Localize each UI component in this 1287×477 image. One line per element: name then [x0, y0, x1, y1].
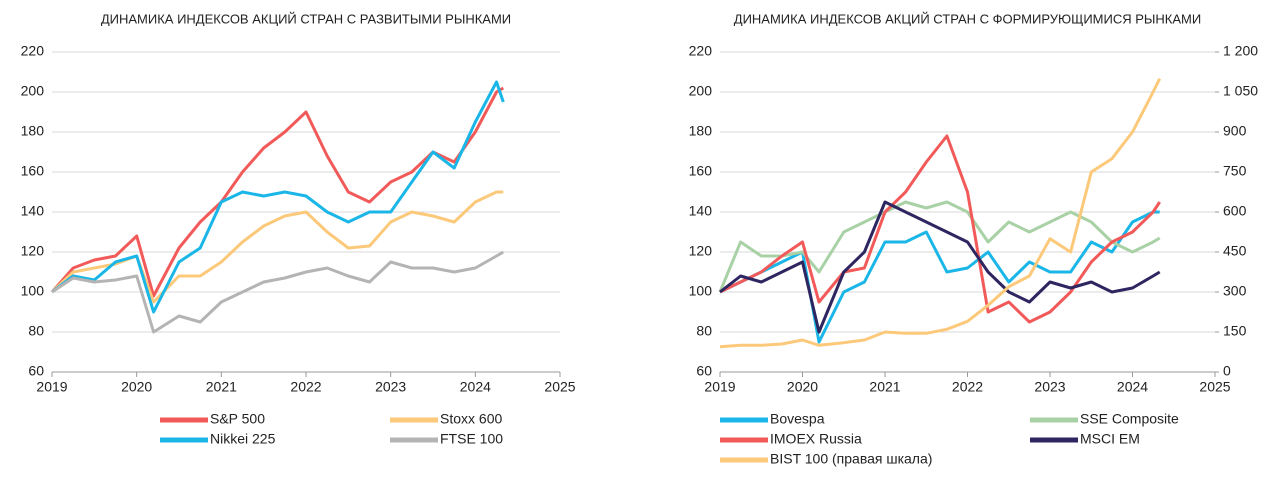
series-line: [719, 78, 1162, 349]
y-tick-label: 100: [21, 283, 45, 299]
series-line: [50, 190, 504, 304]
y-tick-label: 180: [689, 123, 713, 139]
series-line: [51, 250, 505, 334]
x-tick-label: 2024: [460, 379, 491, 395]
legend-label: Nikkei 225: [210, 431, 276, 447]
series-line: [51, 80, 505, 314]
x-tick-label: 2025: [1199, 379, 1230, 395]
y-tick-label: 120: [689, 243, 713, 259]
legend-label: BIST 100 (правая шкала): [770, 451, 932, 467]
x-tick-label: 2022: [952, 379, 983, 395]
legend-label: Stoxx 600: [440, 411, 502, 427]
y-tick-label: 200: [689, 83, 713, 99]
y2-tick-label: 0: [1223, 363, 1231, 379]
legend-label: IMOEX Russia: [770, 431, 862, 447]
y-tick-label: 120: [21, 243, 45, 259]
legend-label: S&P 500: [210, 411, 265, 427]
legend-label: MSCI EM: [1080, 431, 1140, 447]
y2-tick-label: 1 050: [1223, 83, 1258, 99]
y-tick-label: 180: [21, 123, 45, 139]
legend-label: FTSE 100: [440, 431, 503, 447]
y-tick-label: 200: [21, 83, 45, 99]
y-tick-label: 60: [696, 363, 712, 379]
chart-title: ДИНАМИКА ИНДЕКСОВ АКЦИЙ СТРАН С ФОРМИРУЮ…: [734, 11, 1201, 26]
x-tick-label: 2025: [544, 379, 575, 395]
x-tick-label: 2021: [206, 379, 237, 395]
x-tick-label: 2019: [36, 379, 67, 395]
y2-tick-label: 300: [1223, 283, 1247, 299]
y-tick-label: 140: [689, 203, 713, 219]
y-tick-label: 220: [21, 43, 45, 59]
y-tick-label: 80: [696, 323, 712, 339]
y2-tick-label: 450: [1223, 243, 1247, 259]
y2-tick-label: 900: [1223, 123, 1247, 139]
y-tick-label: 220: [689, 43, 713, 59]
y-tick-label: 100: [689, 283, 713, 299]
chart-title: ДИНАМИКА ИНДЕКСОВ АКЦИЙ СТРАН С РАЗВИТЫМ…: [101, 11, 511, 26]
x-tick-label: 2020: [787, 379, 818, 395]
y-tick-label: 140: [21, 203, 45, 219]
y2-tick-label: 750: [1223, 163, 1247, 179]
x-tick-label: 2024: [1117, 379, 1148, 395]
x-tick-label: 2019: [704, 379, 735, 395]
x-tick-label: 2021: [869, 379, 900, 395]
series-line: [719, 200, 1161, 334]
series-line: [719, 134, 1161, 324]
y2-tick-label: 1 200: [1223, 43, 1258, 59]
x-tick-label: 2022: [290, 379, 321, 395]
x-tick-label: 2023: [1034, 379, 1065, 395]
y-tick-label: 80: [28, 323, 44, 339]
series-line: [719, 210, 1160, 344]
y2-tick-label: 150: [1223, 323, 1247, 339]
legend-label: SSE Composite: [1080, 411, 1179, 427]
x-tick-label: 2023: [375, 379, 406, 395]
x-tick-label: 2020: [121, 379, 152, 395]
y2-tick-label: 600: [1223, 203, 1247, 219]
y-tick-label: 160: [689, 163, 713, 179]
y-tick-label: 160: [21, 163, 45, 179]
y-tick-label: 60: [28, 363, 44, 379]
series-line: [50, 86, 505, 298]
legend-label: Bovespa: [770, 411, 825, 427]
series-line: [718, 200, 1161, 293]
